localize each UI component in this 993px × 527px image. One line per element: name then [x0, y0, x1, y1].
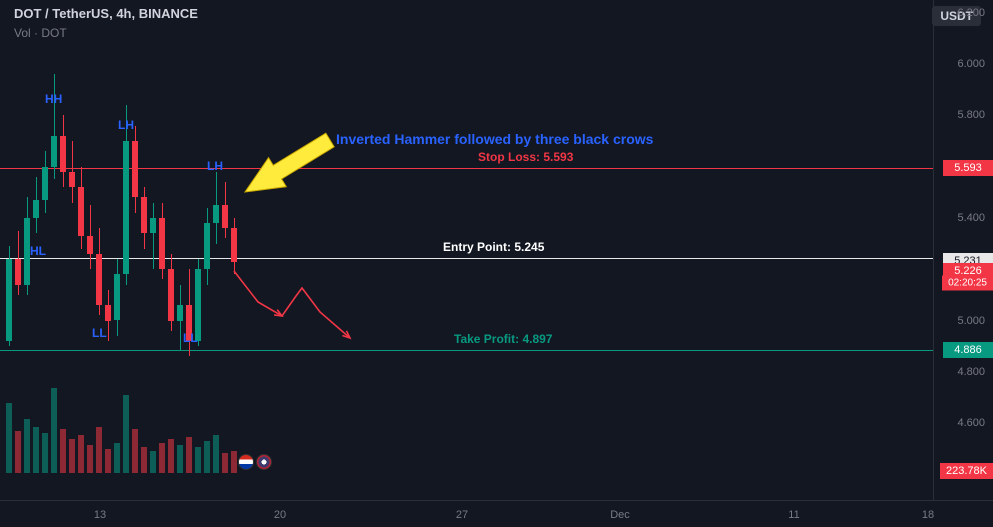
y-axis[interactable]: 4.4004.6004.8005.0005.2005.4005.6005.800…	[933, 0, 993, 500]
price-tag: 02:20:25	[942, 275, 993, 290]
chart-area[interactable]: Stop Loss: 5.593 Entry Point: 5.245 Take P…	[0, 0, 933, 500]
x-axis-tick: 11	[788, 509, 799, 521]
volume-bar	[96, 427, 102, 473]
volume-bar	[132, 429, 138, 473]
x-axis[interactable]: 13 20 27 Dec 11 18	[0, 500, 933, 527]
x-axis-tick: Dec	[610, 509, 630, 521]
volume-bar	[51, 388, 57, 473]
volume-bar	[177, 445, 183, 473]
volume-bar	[123, 395, 129, 473]
volume-bar	[186, 437, 192, 473]
price-tag: 4.886	[943, 342, 993, 358]
horizontal-line[interactable]	[0, 258, 933, 259]
volume-bar	[60, 429, 66, 473]
x-axis-tick: 27	[456, 509, 468, 521]
volume-bar	[114, 443, 120, 473]
line-label: Stop Loss: 5.593	[478, 150, 573, 164]
y-axis-tick: 4.600	[957, 417, 985, 429]
horizontal-line[interactable]	[0, 168, 933, 169]
line-label: Entry Point: 5.245	[443, 240, 544, 254]
volume-bar	[141, 447, 147, 473]
swing-label: LL	[92, 326, 107, 340]
volume-bar	[33, 427, 39, 473]
volume-bar	[222, 453, 228, 473]
volume-bar	[15, 431, 21, 473]
event-flag-icon[interactable]	[256, 454, 272, 470]
y-axis-tick: 5.000	[957, 315, 985, 327]
volume-bar	[78, 435, 84, 473]
volume-bar	[168, 439, 174, 473]
x-axis-tick: 13	[94, 509, 106, 521]
y-axis-tick: 6.000	[957, 58, 985, 70]
volume-bar	[195, 447, 201, 473]
volume-bar	[6, 403, 12, 473]
volume-bar	[42, 433, 48, 473]
y-axis-tick: 5.400	[957, 212, 985, 224]
price-tag: 223.78K	[940, 463, 993, 479]
swing-label: HL	[30, 244, 46, 258]
price-tag: 5.593	[943, 160, 993, 176]
horizontal-line[interactable]	[0, 350, 933, 351]
volume-bar	[159, 443, 165, 473]
y-axis-tick: 6.200	[957, 7, 985, 19]
volume-bar	[213, 435, 219, 473]
annotation-text[interactable]: Inverted Hammer followed by three black …	[336, 131, 653, 147]
event-flag-icon[interactable]	[238, 454, 254, 470]
swing-label: LL	[183, 331, 198, 345]
x-axis-tick: 18	[922, 509, 934, 521]
y-axis-tick: 4.800	[957, 366, 985, 378]
y-axis-tick: 5.800	[957, 109, 985, 121]
swing-label: LH	[207, 159, 223, 173]
volume-bar	[24, 419, 30, 473]
volume-bar	[105, 449, 111, 473]
volume-bar	[150, 451, 156, 473]
volume-bar	[231, 451, 237, 473]
x-axis-tick: 20	[274, 509, 286, 521]
volume-bar	[204, 441, 210, 473]
volume-bar	[87, 445, 93, 473]
line-label: Take Profit: 4.897	[454, 332, 552, 346]
volume-bar	[69, 439, 75, 473]
swing-label: LH	[118, 118, 134, 132]
swing-label: HH	[45, 92, 62, 106]
